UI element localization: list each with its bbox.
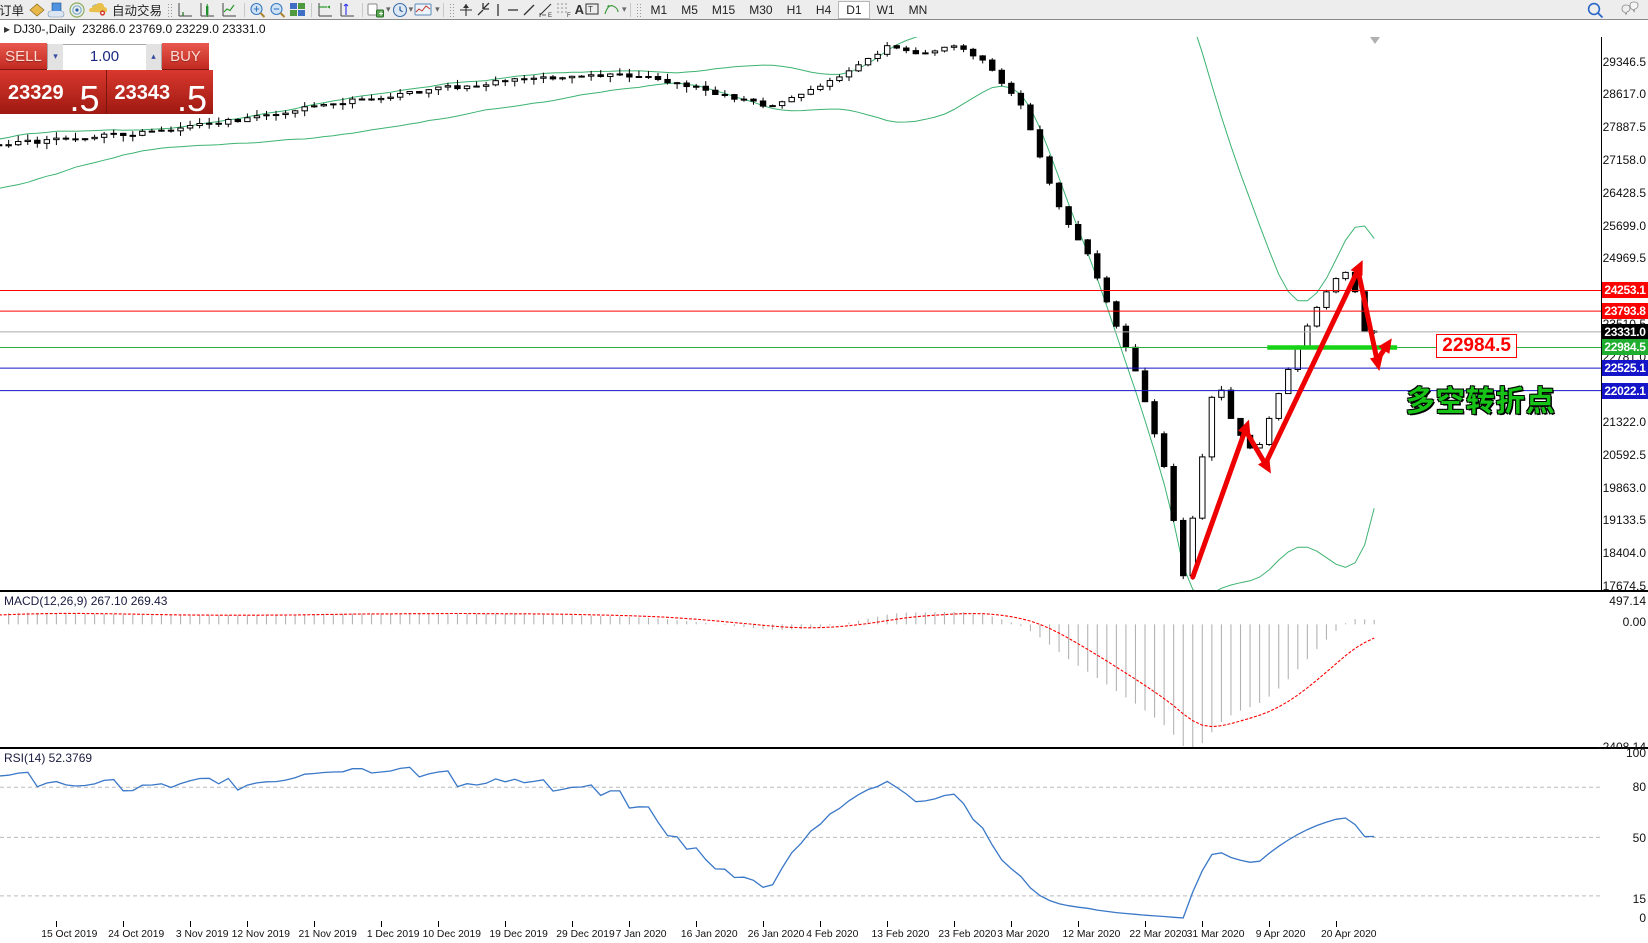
svg-text:T: T xyxy=(588,5,593,14)
svg-text:E: E xyxy=(548,13,552,19)
svg-text:F: F xyxy=(567,13,571,19)
